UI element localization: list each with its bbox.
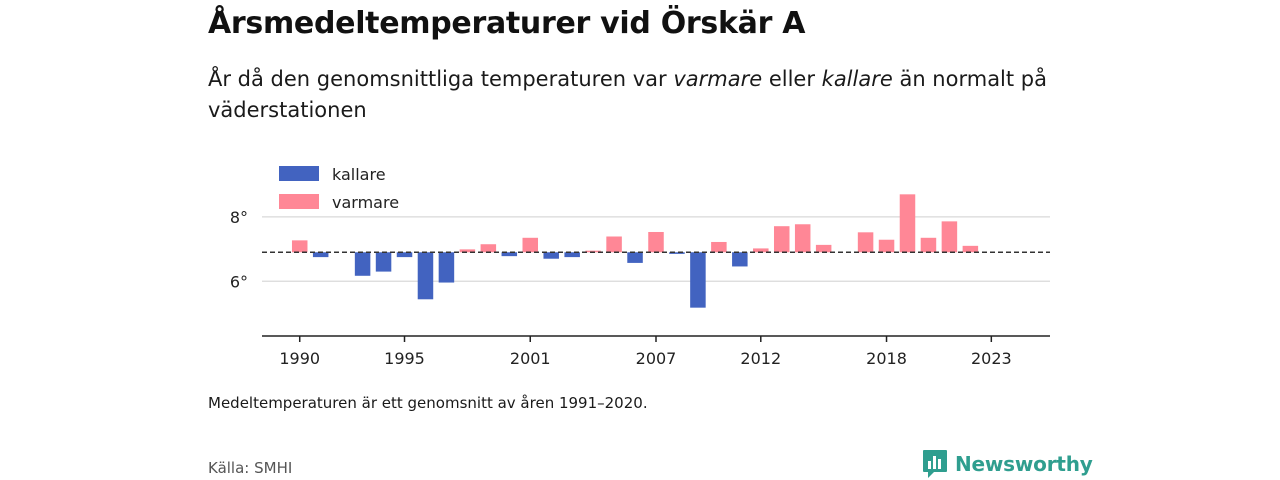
bar-2019: [899, 194, 916, 253]
bar-1994: [375, 252, 392, 272]
bar-2006: [627, 252, 643, 263]
bar-2000: [501, 252, 518, 257]
footnote: Medeltemperaturen är ett genomsnitt av å…: [208, 394, 648, 412]
x-tick-label: 1995: [384, 349, 425, 368]
bar-2005: [606, 236, 622, 253]
bar-2012: [753, 248, 769, 253]
y-tick-label: 8°: [230, 208, 248, 227]
x-tick-label: 1990: [279, 349, 320, 368]
bar-2020: [920, 237, 937, 253]
bar-2010: [711, 241, 727, 253]
bar-2014: [794, 224, 811, 253]
y-tick-label: 6°: [230, 272, 248, 291]
bar-2009: [690, 252, 706, 308]
x-tick-label: 2012: [740, 349, 781, 368]
subtitle-colder-word: kallare: [821, 67, 893, 91]
bar-2007: [648, 231, 664, 253]
bar-1999: [480, 244, 497, 253]
x-tick-label: 2018: [866, 349, 907, 368]
temperature-bar-chart: 6° 8° 1990 1995 2001 2007 2012 2018 2023 kallare…: [230, 165, 1050, 368]
legend-swatch-warmer: [279, 194, 319, 209]
x-tick-label: 2023: [971, 349, 1012, 368]
bar-1995: [396, 252, 413, 258]
legend-label-colder: kallare: [332, 165, 386, 184]
newsworthy-logo-icon: [923, 450, 947, 478]
source-credit: Källa: SMHI: [208, 459, 293, 477]
newsworthy-logo: Newsworthy: [922, 449, 1093, 479]
bar-2013: [773, 226, 790, 253]
bar-1996: [417, 252, 434, 300]
x-tick-label: 2001: [510, 349, 551, 368]
bar-1990: [291, 240, 308, 253]
bar-2002: [543, 252, 559, 259]
bar-2017: [857, 232, 874, 253]
bar-1991: [312, 252, 329, 258]
bar-1998: [459, 249, 476, 253]
bar-1997: [438, 252, 455, 283]
axes: 6° 8° 1990 1995 2001 2007 2012 2018 2023: [230, 208, 1050, 368]
x-tick-label: 2007: [636, 349, 677, 368]
subtitle-warmer-word: varmare: [673, 67, 763, 91]
bar-2003: [564, 252, 580, 258]
gridlines: [262, 216, 1050, 282]
bar-2011: [732, 252, 748, 267]
bar-2022: [962, 245, 979, 253]
bar-2018: [878, 239, 895, 253]
subtitle-text-2: eller: [762, 67, 822, 91]
chart-subtitle: År då den genomsnittliga temperaturen va…: [208, 64, 1088, 126]
legend: kallare varmare: [279, 165, 399, 212]
bar-2004: [585, 250, 601, 253]
bars: [291, 194, 979, 308]
legend-swatch-colder: [279, 166, 319, 181]
bar-1993: [354, 252, 371, 276]
bar-2008: [669, 252, 685, 254]
chart-title: Årsmedeltemperaturer vid Örskär A: [208, 6, 806, 41]
bar-2001: [522, 237, 539, 253]
bar-2021: [941, 221, 958, 253]
bar-2015: [815, 244, 832, 253]
newsworthy-logo-text: Newsworthy: [955, 452, 1093, 476]
subtitle-text-1: År då den genomsnittliga temperaturen va…: [208, 67, 674, 91]
subtitle-text-3: än normalt på väderstationen: [208, 67, 1047, 122]
legend-label-warmer: varmare: [332, 193, 399, 212]
